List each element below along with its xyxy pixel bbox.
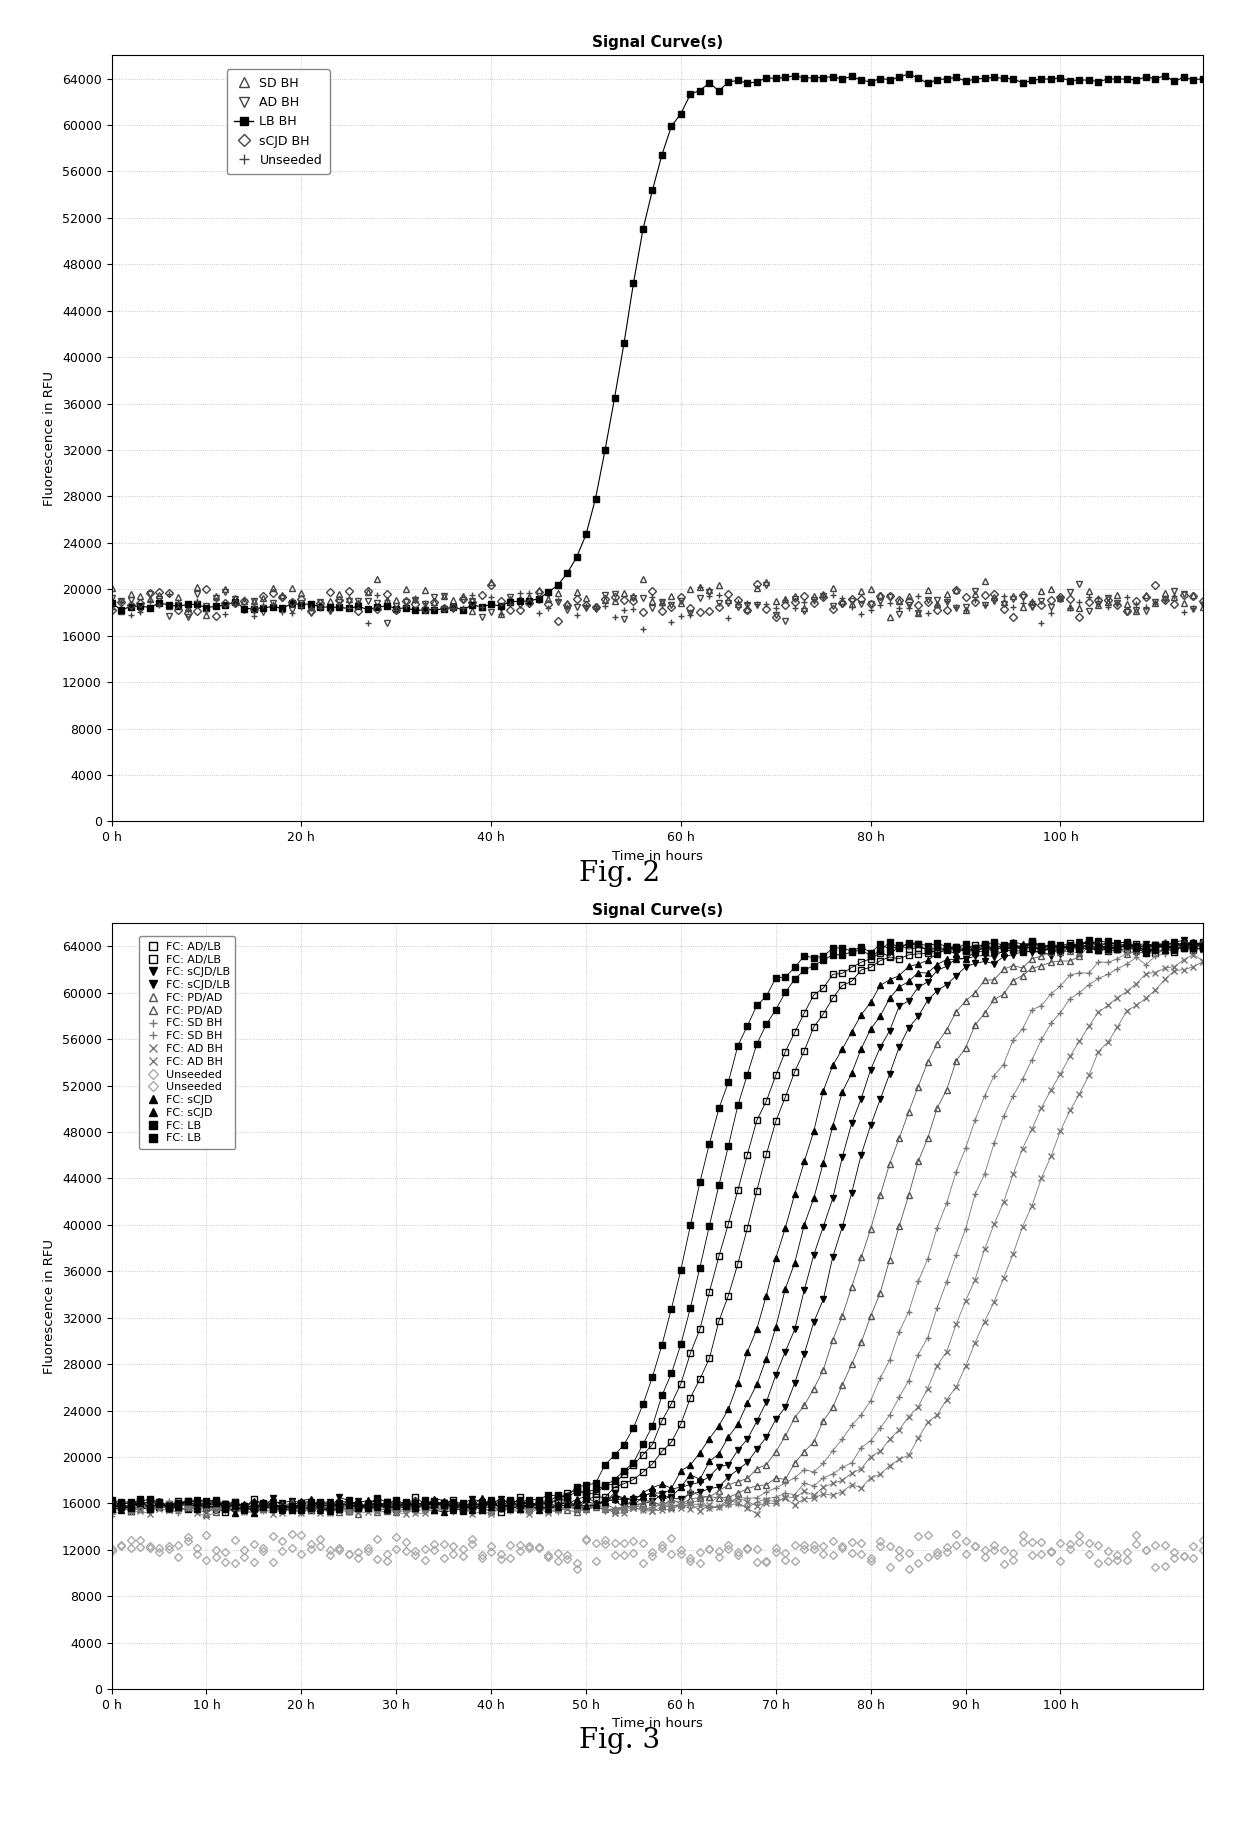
Text: Fig. 2: Fig. 2 (579, 860, 661, 886)
Unseeded (692, 576, 707, 598)
SD BH (777, 587, 792, 609)
SD BH (1006, 585, 1021, 607)
sCJD BH (1006, 605, 1021, 628)
Y-axis label: Fluorescence in RFU: Fluorescence in RFU (43, 371, 57, 506)
sCJD BH (104, 598, 119, 620)
Title: Signal Curve(s): Signal Curve(s) (591, 35, 723, 50)
SD BH (1195, 596, 1210, 618)
Line: SD BH: SD BH (109, 576, 1205, 620)
LB BH (408, 600, 423, 622)
LB BH (1034, 68, 1049, 90)
LB BH (844, 65, 859, 87)
AD BH (104, 587, 119, 609)
LB BH (901, 63, 916, 85)
Line: sCJD BH: sCJD BH (109, 581, 1205, 624)
sCJD BH (749, 572, 764, 594)
Unseeded (1006, 596, 1021, 618)
Unseeded (1128, 593, 1143, 615)
sCJD BH (854, 589, 869, 611)
Unseeded (787, 596, 802, 618)
Y-axis label: Fluorescence in RFU: Fluorescence in RFU (43, 1239, 57, 1373)
X-axis label: Time in hours: Time in hours (611, 1717, 703, 1730)
LB BH (1128, 68, 1143, 90)
X-axis label: Time in hours: Time in hours (611, 849, 703, 862)
Unseeded (1034, 611, 1049, 633)
SD BH (474, 596, 489, 618)
Legend: FC: AD/LB, FC: AD/LB, FC: sCJD/LB, FC: sCJD/LB, FC: PD/AD, FC: PD/AD, FC: SD BH,: FC: AD/LB, FC: AD/LB, FC: sCJD/LB, FC: s… (139, 936, 236, 1148)
Title: Signal Curve(s): Signal Curve(s) (591, 903, 723, 917)
SD BH (636, 569, 651, 591)
Line: LB BH: LB BH (108, 70, 1207, 613)
AD BH (484, 602, 498, 624)
sCJD BH (787, 591, 802, 613)
Unseeded (854, 604, 869, 626)
AD BH (777, 609, 792, 631)
AD BH (1073, 572, 1087, 594)
SD BH (882, 605, 897, 628)
Unseeded (474, 596, 489, 618)
Line: AD BH: AD BH (109, 581, 1205, 626)
LB BH (104, 593, 119, 615)
Unseeded (1195, 591, 1210, 613)
SD BH (844, 593, 859, 615)
Line: Unseeded: Unseeded (109, 585, 1205, 631)
sCJD BH (474, 585, 489, 607)
SD BH (1034, 580, 1049, 602)
AD BH (844, 591, 859, 613)
AD BH (1195, 594, 1210, 617)
LB BH (1006, 68, 1021, 90)
AD BH (1024, 596, 1039, 618)
LB BH (777, 66, 792, 89)
Text: Fig. 3: Fig. 3 (579, 1728, 661, 1754)
LB BH (484, 593, 498, 615)
AD BH (1128, 600, 1143, 622)
sCJD BH (1195, 591, 1210, 613)
SD BH (104, 576, 119, 598)
AD BH (379, 611, 394, 633)
Legend: SD BH, AD BH, LB BH, sCJD BH, Unseeded: SD BH, AD BH, LB BH, sCJD BH, Unseeded (227, 70, 330, 174)
SD BH (1128, 600, 1143, 622)
AD BH (996, 593, 1011, 615)
Unseeded (636, 618, 651, 641)
sCJD BH (1128, 591, 1143, 613)
LB BH (1195, 68, 1210, 90)
sCJD BH (551, 611, 565, 633)
Unseeded (104, 598, 119, 620)
sCJD BH (1034, 594, 1049, 617)
